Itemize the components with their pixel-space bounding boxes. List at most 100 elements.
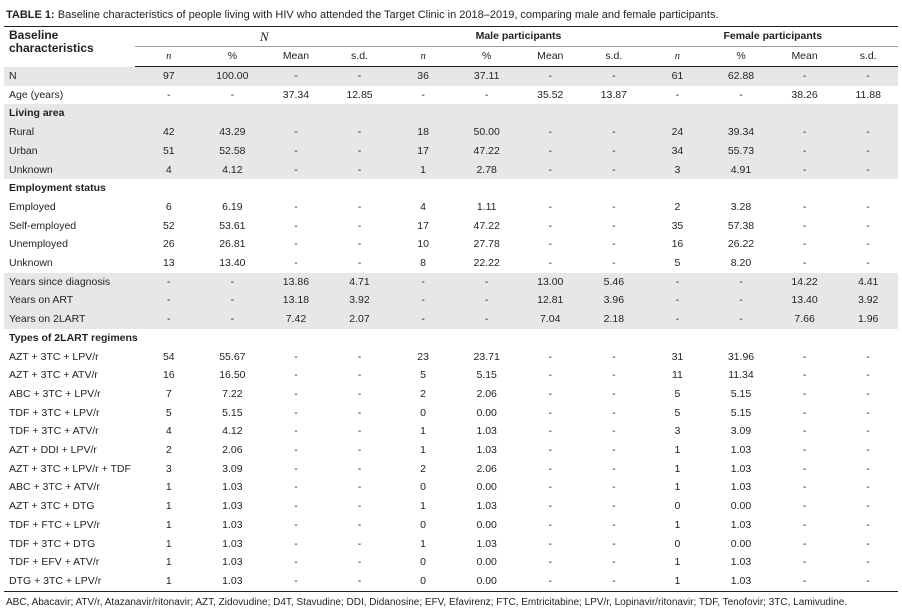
cell: 1 bbox=[674, 556, 681, 569]
cell: 4 bbox=[420, 200, 427, 213]
cell: 2 bbox=[420, 462, 427, 475]
cell: - bbox=[834, 160, 898, 180]
row-label: AZT + 3TC + ATV/r bbox=[9, 369, 98, 382]
cell: - bbox=[802, 406, 807, 419]
cell: 17 bbox=[417, 219, 429, 232]
data-row: Years on ART - -13.18 3.92- -12.81 3.96- -13.4… bbox=[4, 291, 898, 311]
cell: 1 bbox=[389, 160, 453, 180]
cell: 50.00 bbox=[452, 123, 517, 142]
cell: 34 bbox=[643, 141, 708, 161]
cell: 8.20 bbox=[730, 257, 752, 270]
cell: 13.40 bbox=[770, 291, 835, 311]
cell: - bbox=[294, 556, 298, 569]
row-label: Rural bbox=[4, 123, 135, 142]
cell: - bbox=[612, 219, 616, 232]
cell: 1 bbox=[165, 481, 172, 494]
cell: - bbox=[262, 66, 326, 86]
data-row: TDF + 3TC + LPV/r 5 5.15 - - 0 0.00 - - 5 5.15 - - bbox=[4, 404, 898, 423]
cell: 6.19 bbox=[222, 200, 243, 213]
cell: - bbox=[294, 462, 298, 475]
cell: 1 bbox=[165, 500, 172, 513]
column-header: % bbox=[452, 46, 517, 67]
cell: - bbox=[802, 200, 807, 213]
section-row: Living area bbox=[4, 104, 898, 124]
cell: 0.00 bbox=[730, 500, 752, 513]
cell: 1 bbox=[165, 537, 172, 550]
table: Baseline characteristics N Male participan… bbox=[4, 26, 898, 592]
row-label: Years since diagnosis bbox=[4, 272, 135, 292]
cell: - bbox=[548, 537, 553, 550]
cell: 0 bbox=[674, 537, 681, 550]
data-row: TDF + EFV + ATV/r 1 1.03 - - 0 0.00 - - 1 1.03 - - bbox=[4, 553, 898, 572]
data-row: ABC + 3TC + ATV/r 1 1.03 - - 0 0.00 - - 1 1.03 - - bbox=[4, 478, 898, 497]
cell: - bbox=[357, 537, 362, 550]
cell: - bbox=[294, 200, 298, 213]
data-row: Age (years) - - 37.34 12.85 - - 35.52 13.87 - - 38.… bbox=[4, 86, 898, 105]
section-row: Employment status bbox=[4, 179, 898, 198]
cell: - bbox=[612, 369, 616, 382]
cell: 24 bbox=[643, 123, 708, 142]
cell: - bbox=[325, 160, 390, 180]
cell: - bbox=[580, 160, 644, 180]
cell: 1.03 bbox=[730, 444, 752, 457]
cell: 26.81 bbox=[219, 238, 246, 251]
cell: - bbox=[866, 425, 870, 438]
cell: - bbox=[866, 518, 870, 531]
column-header: Mean bbox=[516, 46, 581, 67]
cell: 26.22 bbox=[727, 238, 755, 251]
cell: 97 bbox=[135, 66, 199, 86]
cell: 4.12 bbox=[222, 425, 243, 438]
cell: 1.03 bbox=[222, 574, 243, 587]
data-row: DTG + 3TC + LPV/r 1 1.03 - - 0 0.00 - - 1 1.03 - - bbox=[4, 572, 898, 591]
cell: - bbox=[357, 406, 362, 419]
cell: - bbox=[612, 406, 616, 419]
cell: 52 bbox=[162, 219, 175, 232]
cell: 1 bbox=[420, 537, 427, 550]
data-row: AZT + 3TC + LPV/r + TDF 3 3.09 - - 2 2.06 - - 1 1.… bbox=[4, 460, 898, 479]
cell: 2 bbox=[165, 444, 172, 457]
cell: - bbox=[262, 123, 326, 142]
cell: - bbox=[357, 369, 362, 382]
cell: 27.78 bbox=[473, 238, 500, 251]
cell: - bbox=[548, 500, 553, 513]
cell: - bbox=[802, 444, 807, 457]
cell: 31 bbox=[671, 350, 684, 363]
data-row: Urban 51 52.58- -17 47.22- -34 55.73- - bbox=[4, 141, 898, 161]
cell: - bbox=[452, 310, 517, 329]
cell: 0 bbox=[674, 500, 681, 513]
cell: 1 bbox=[165, 574, 172, 587]
column-header: s.d. bbox=[325, 46, 390, 67]
cell: 1 bbox=[674, 574, 681, 587]
cell: 11 bbox=[671, 369, 683, 382]
cell: 14.22 bbox=[770, 272, 835, 292]
cell: 1 bbox=[165, 518, 172, 531]
cell: - bbox=[357, 387, 362, 400]
cell: 11.34 bbox=[728, 369, 754, 382]
cell: 13.86 bbox=[262, 272, 326, 292]
cell: - bbox=[548, 481, 553, 494]
section-label: Employment status bbox=[9, 182, 106, 195]
cell: 5.15 bbox=[730, 387, 752, 400]
cell: - bbox=[325, 66, 390, 86]
table-title: TABLE 1: Baseline characteristics of peo… bbox=[6, 9, 719, 21]
cell: 1.03 bbox=[476, 537, 497, 550]
cell: - bbox=[262, 141, 326, 161]
cell: 5 bbox=[674, 257, 681, 270]
cell: - bbox=[834, 141, 898, 161]
row-label: AZT + 3TC + LPV/r bbox=[9, 350, 99, 363]
cell: - bbox=[548, 369, 553, 382]
cell: - bbox=[802, 350, 807, 363]
row-label: Years on 2LART bbox=[4, 310, 135, 329]
cell: 55.73 bbox=[707, 141, 771, 161]
cell: - bbox=[389, 310, 453, 329]
cell: 1.03 bbox=[476, 425, 497, 438]
data-row: Years since diagnosis - -13.86 4.71- -13.00 5… bbox=[4, 272, 898, 292]
cell: - bbox=[866, 219, 870, 232]
cell: - bbox=[357, 481, 362, 494]
cell: 0 bbox=[420, 481, 427, 494]
cell: 0.00 bbox=[476, 556, 497, 569]
cell: 3.92 bbox=[325, 291, 390, 311]
cell: 13 bbox=[162, 257, 175, 270]
cell: 100.00 bbox=[198, 66, 263, 86]
row-label: Years on ART bbox=[4, 291, 135, 311]
